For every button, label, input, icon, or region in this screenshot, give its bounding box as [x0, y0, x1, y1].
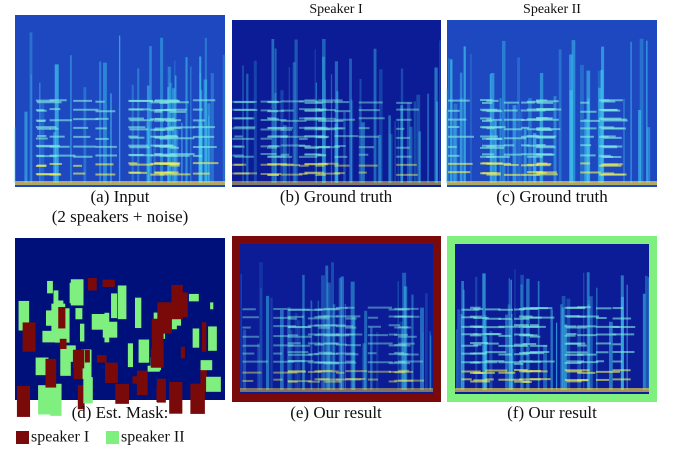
mask-region [127, 343, 133, 368]
low-band [15, 181, 225, 185]
mask-region [62, 345, 76, 362]
caption: (e) Our result [290, 403, 382, 422]
mask-region [83, 377, 93, 404]
mask-region [77, 385, 85, 410]
caption: (d) Est. Mask: [72, 403, 169, 422]
legend-swatch [16, 431, 29, 444]
mask-region [115, 383, 129, 404]
mask-region [188, 293, 199, 302]
mask-region [174, 297, 181, 317]
mask-region [58, 307, 66, 329]
mask-region [96, 355, 107, 363]
mask-region [50, 383, 62, 416]
low-band [455, 388, 649, 392]
low-band [232, 181, 441, 185]
caption: (a) Input [90, 187, 149, 206]
mask-region [75, 308, 83, 320]
mask-region [22, 322, 36, 352]
mask-region [200, 363, 207, 393]
low-band [240, 388, 433, 392]
caption: (b) Ground truth [280, 187, 393, 206]
mask-region [111, 293, 118, 319]
mask-region [117, 285, 127, 320]
caption: (f) Our result [507, 403, 597, 422]
mask-region [73, 357, 83, 380]
mask-region [132, 376, 138, 384]
mask-region [210, 302, 214, 310]
mask-region [46, 310, 53, 326]
mask-region [136, 370, 148, 396]
mask-region [105, 362, 118, 383]
spectrogram-bg [232, 20, 441, 187]
mask-region [18, 300, 30, 331]
mask-region [138, 339, 150, 363]
mask-region [79, 323, 85, 342]
mask-region [179, 292, 188, 318]
mask-region [72, 349, 85, 369]
legend-swatch [106, 431, 119, 444]
mask-region [147, 365, 160, 372]
mask-region [84, 350, 90, 363]
legend-label: speaker I [31, 429, 89, 446]
low-band [447, 181, 657, 185]
mask-region [190, 383, 205, 414]
mask-region [151, 318, 164, 350]
column-header: Speaker I [309, 2, 363, 17]
mask-region [200, 360, 213, 371]
mask-region [134, 297, 142, 329]
mask-region [102, 279, 115, 287]
mask-region [47, 280, 53, 294]
spectrogram-bg [240, 244, 433, 394]
mask-region [206, 376, 221, 392]
mask-region [156, 378, 166, 403]
subcaption: (2 speakers + noise) [52, 207, 189, 226]
mask-region [81, 349, 92, 379]
mask-region [38, 385, 53, 415]
legend-label: speaker II [121, 429, 185, 446]
mask-region [104, 312, 110, 343]
mask-region [169, 381, 183, 414]
mask-region [201, 322, 207, 352]
mask-region [16, 385, 31, 417]
mask-region [59, 338, 67, 350]
spectrograms [14, 15, 657, 417]
mask-region [180, 346, 185, 359]
mask-region [87, 278, 97, 291]
caption: (c) Ground truth [496, 187, 608, 206]
mask-region [69, 282, 79, 304]
mask-region [91, 314, 105, 330]
mask-region [42, 330, 56, 343]
mask-region [35, 357, 49, 376]
mask-region [157, 302, 172, 334]
column-header: Speaker II [523, 2, 581, 17]
mask-region [45, 358, 57, 388]
mask-region [208, 326, 217, 351]
mask-region [192, 328, 200, 348]
